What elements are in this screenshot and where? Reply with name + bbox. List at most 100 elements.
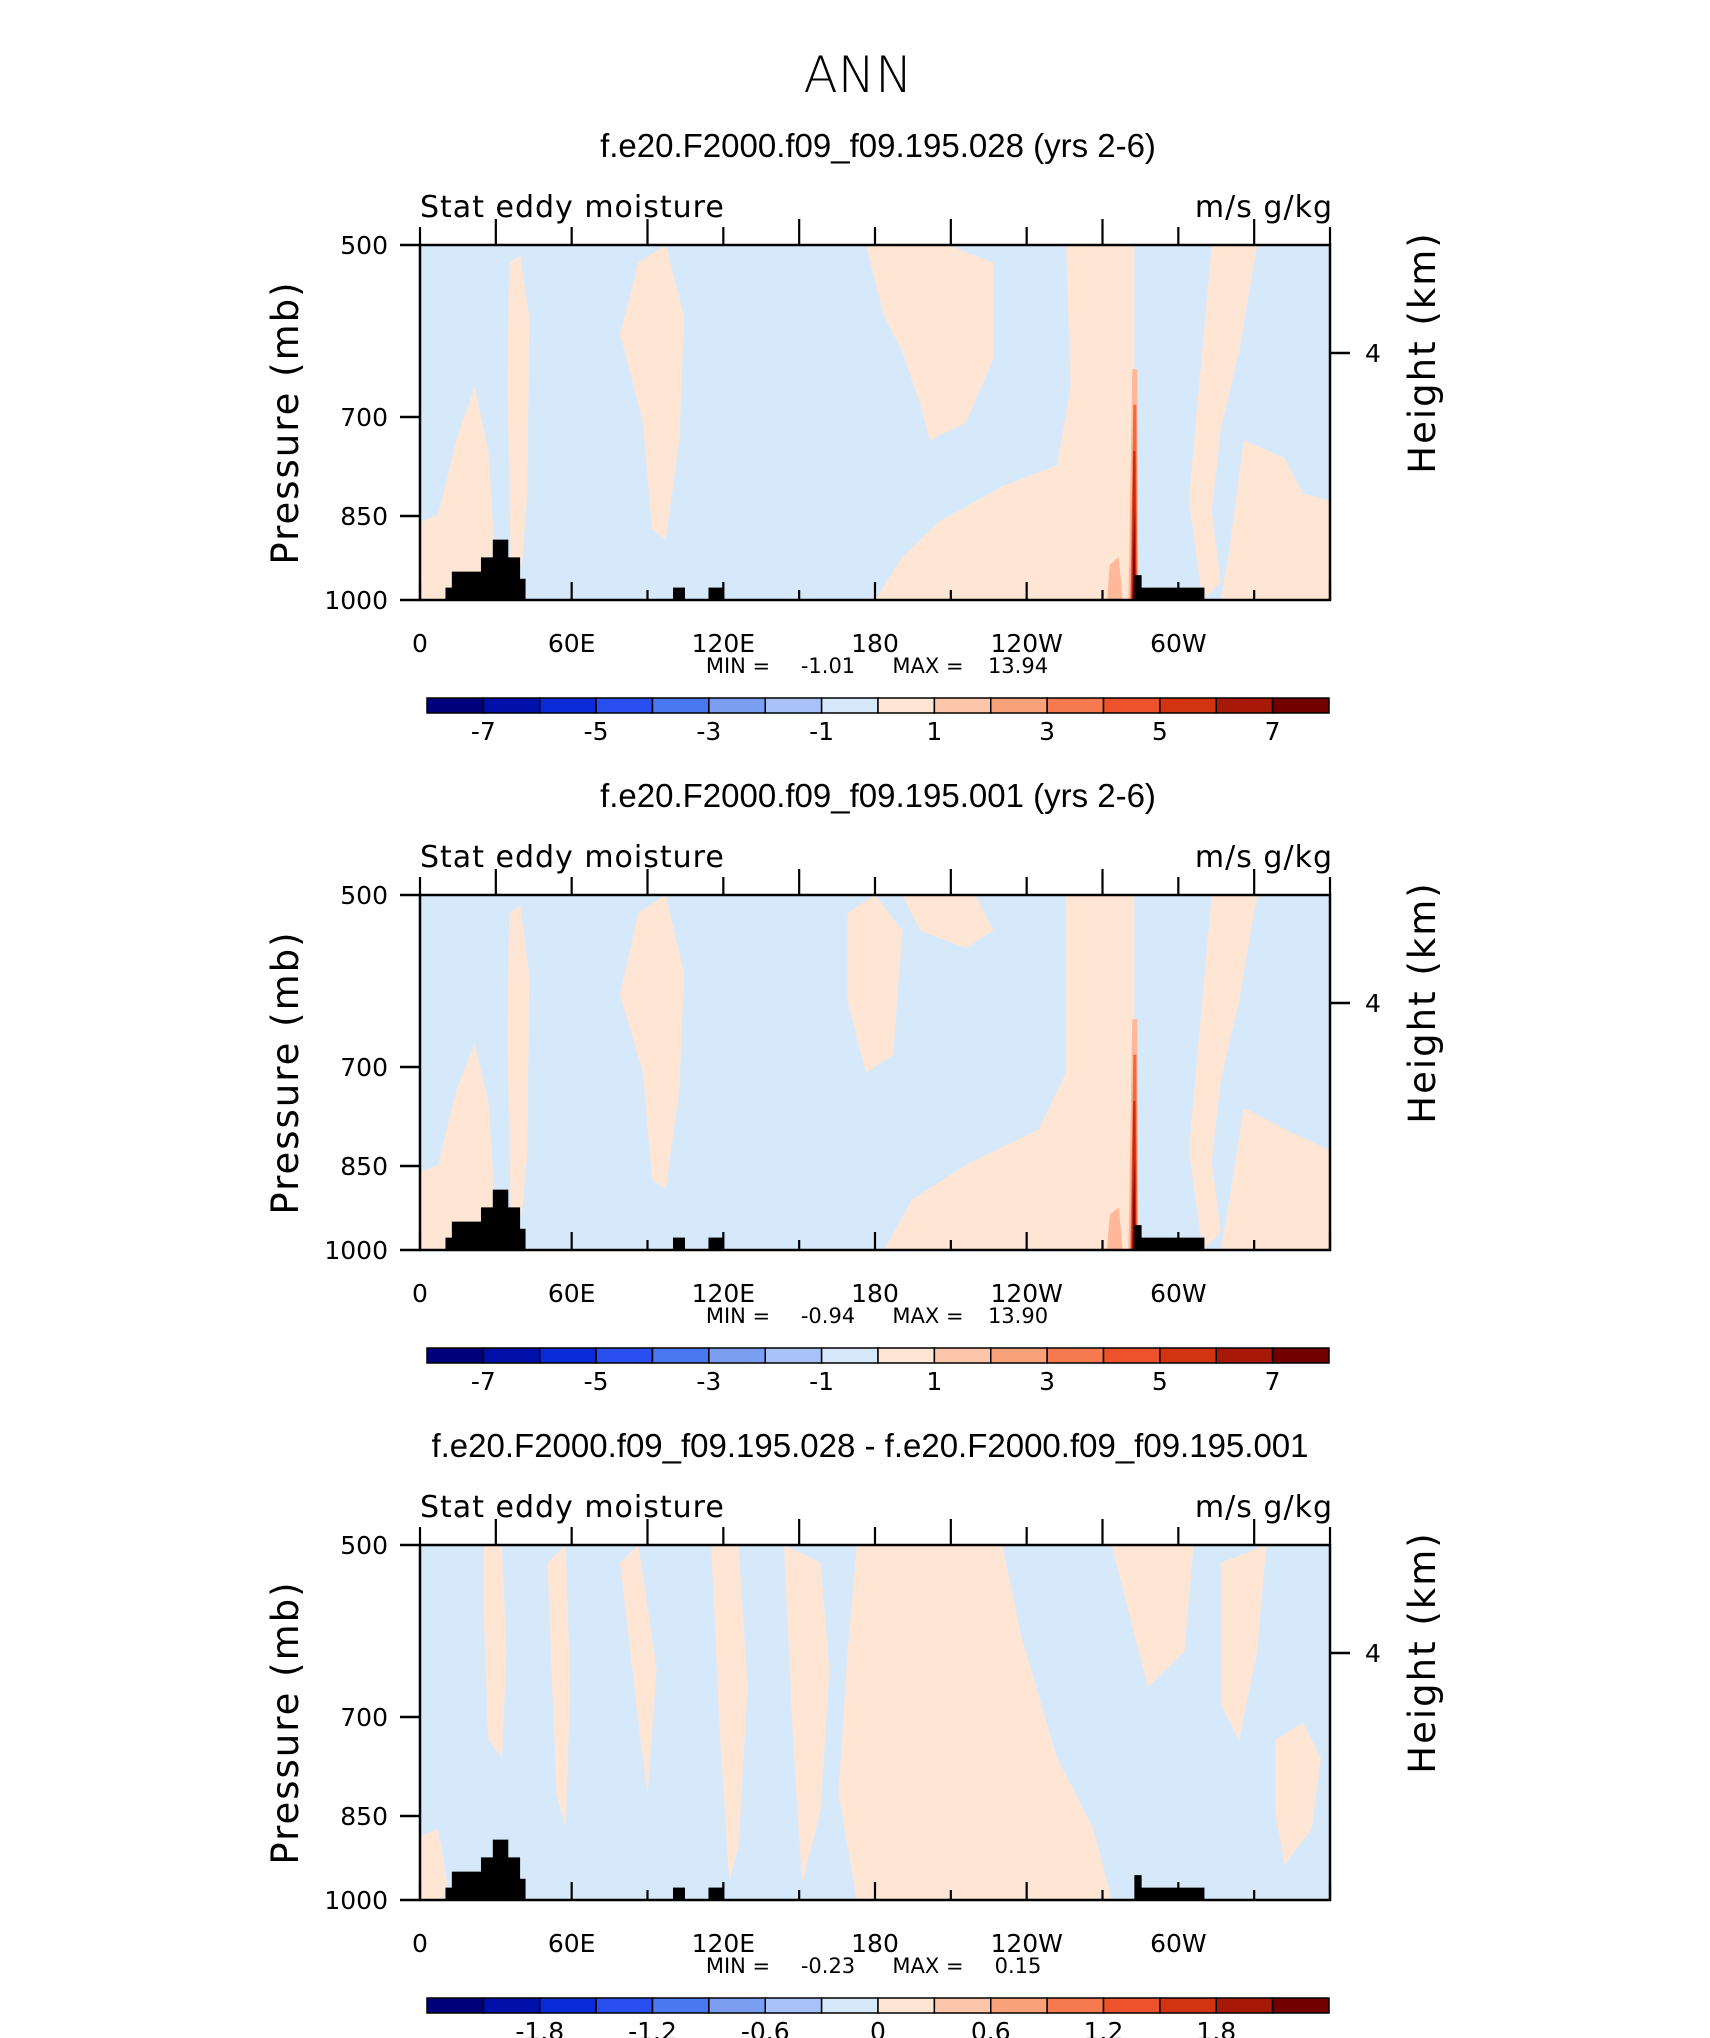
land-block [708, 1887, 723, 1900]
field-region [902, 895, 994, 949]
field-region [1188, 895, 1258, 1250]
colorbar-box [820, 1997, 879, 2014]
colorbar-box [539, 1997, 597, 2014]
land-block [445, 1839, 526, 1900]
colorbar-box [595, 697, 654, 714]
colorbar-box [426, 1347, 485, 1364]
y-right-axis-title: Height (km) [1401, 1531, 1444, 1773]
field-region [1275, 1722, 1321, 1865]
y-tick-label: 1000 [324, 1236, 388, 1265]
colorbar-label: 5 [1152, 717, 1168, 746]
y-axis-title: Pressure (mb) [264, 930, 307, 1214]
colorbar-label: -7 [471, 717, 496, 746]
case-title: f.e20.F2000.f09_f09.195.028 (yrs 2-6) [600, 127, 1156, 164]
field-region [865, 245, 994, 441]
colorbar-box [1159, 1347, 1217, 1364]
colorbar-box [1215, 1347, 1274, 1364]
x-tick-label: 60E [548, 1929, 596, 1958]
colorbar-box [990, 1997, 1048, 2014]
field-contours [420, 1545, 1321, 1900]
stats-max-value: 13.94 [988, 654, 1048, 678]
variable-label: Stat eddy moisture [420, 190, 725, 225]
field-region [711, 1545, 748, 1883]
x-tick-label: 180 [851, 1279, 899, 1308]
y-tick-label: 1000 [324, 586, 388, 615]
colorbar-box [426, 697, 485, 714]
colorbar-box [820, 697, 879, 714]
field-region [507, 255, 530, 572]
x-tick-label: 120W [990, 629, 1062, 658]
units-label: m/s g/kg [1195, 840, 1333, 875]
colorbar-label: -1 [809, 1367, 834, 1396]
field-region [420, 1044, 495, 1250]
field-region [875, 245, 1135, 600]
field-contours [420, 895, 1330, 1250]
y-tick-label: 700 [340, 1053, 388, 1082]
x-tick-label: 120W [990, 1279, 1062, 1308]
y-right-tick-label: 4 [1365, 989, 1381, 1018]
colorbar-box [651, 697, 710, 714]
x-tick-label: 60W [1150, 1279, 1207, 1308]
stats-min-value: -1.01 [801, 654, 855, 678]
colorbar-label: 1 [926, 1367, 942, 1396]
colorbar-label: 0.6 [971, 2017, 1011, 2038]
x-tick-label: 120E [692, 629, 756, 658]
colorbar-box [933, 1997, 992, 2014]
colorbar-box [990, 1347, 1048, 1364]
units-label: m/s g/kg [1195, 1490, 1333, 1525]
colorbar-box [595, 1347, 654, 1364]
colorbar-box [482, 1997, 541, 2014]
case-title: f.e20.F2000.f09_f09.195.028 - f.e20.F200… [431, 1427, 1308, 1464]
colorbar-box [1046, 697, 1105, 714]
land-mask [445, 539, 1205, 600]
colorbar-label: -1.8 [515, 2017, 564, 2038]
land-block [672, 1887, 685, 1900]
x-tick-label: 60W [1150, 1929, 1207, 1958]
y-tick-label: 850 [340, 1802, 388, 1831]
colorbar-box [708, 697, 766, 714]
x-tick-label: 60E [548, 629, 596, 658]
land-block [445, 1189, 526, 1250]
colorbar-box [764, 1997, 823, 2014]
field-region [1188, 245, 1258, 600]
colorbar-label: -5 [584, 717, 609, 746]
colorbar-box [1046, 1997, 1105, 2014]
colorbar-box [482, 1347, 541, 1364]
colorbar-box [933, 1347, 992, 1364]
chart-panel-2: f.e20.F2000.f09_f09.195.001 (yrs 2-6) Sta… [264, 777, 1444, 1396]
field-region [784, 1545, 830, 1883]
colorbar-box [651, 1347, 710, 1364]
colorbar-label: -3 [696, 1367, 721, 1396]
stats-min-label: MIN = [706, 654, 770, 678]
x-tick-label: 180 [851, 1929, 899, 1958]
chart-panel-3: f.e20.F2000.f09_f09.195.028 - f.e20.F200… [264, 1427, 1444, 2038]
figure-title: ANN [803, 46, 912, 104]
field-region [547, 1545, 571, 1829]
field-region [420, 387, 495, 600]
colorbar-box [708, 1997, 766, 2014]
colorbar-box [933, 697, 992, 714]
y-tick-label: 1000 [324, 1886, 388, 1915]
x-tick-label: 60E [548, 1279, 596, 1308]
colorbar-box [651, 1997, 710, 2014]
colorbar-label: -0.6 [741, 2017, 790, 2038]
field-contours [420, 245, 1330, 600]
colorbar-box [1271, 1347, 1330, 1364]
colorbar-box [1215, 1997, 1274, 2014]
y-tick-label: 700 [340, 403, 388, 432]
stats-min-label: MIN = [706, 1954, 770, 1978]
colorbar-box [764, 697, 823, 714]
field-region [1220, 1108, 1330, 1250]
x-tick-label: 120W [990, 1929, 1062, 1958]
colorbar-box [1215, 697, 1274, 714]
variable-label: Stat eddy moisture [420, 1490, 725, 1525]
field-region [483, 1545, 507, 1758]
field-region [420, 1829, 448, 1900]
field-region [1220, 1545, 1267, 1741]
field-region [620, 1545, 657, 1794]
colorbar-box [595, 1997, 654, 2014]
land-block [1134, 1225, 1205, 1250]
stats-max-value: 13.90 [988, 1304, 1048, 1328]
colorbar-label: 7 [1265, 1367, 1281, 1396]
